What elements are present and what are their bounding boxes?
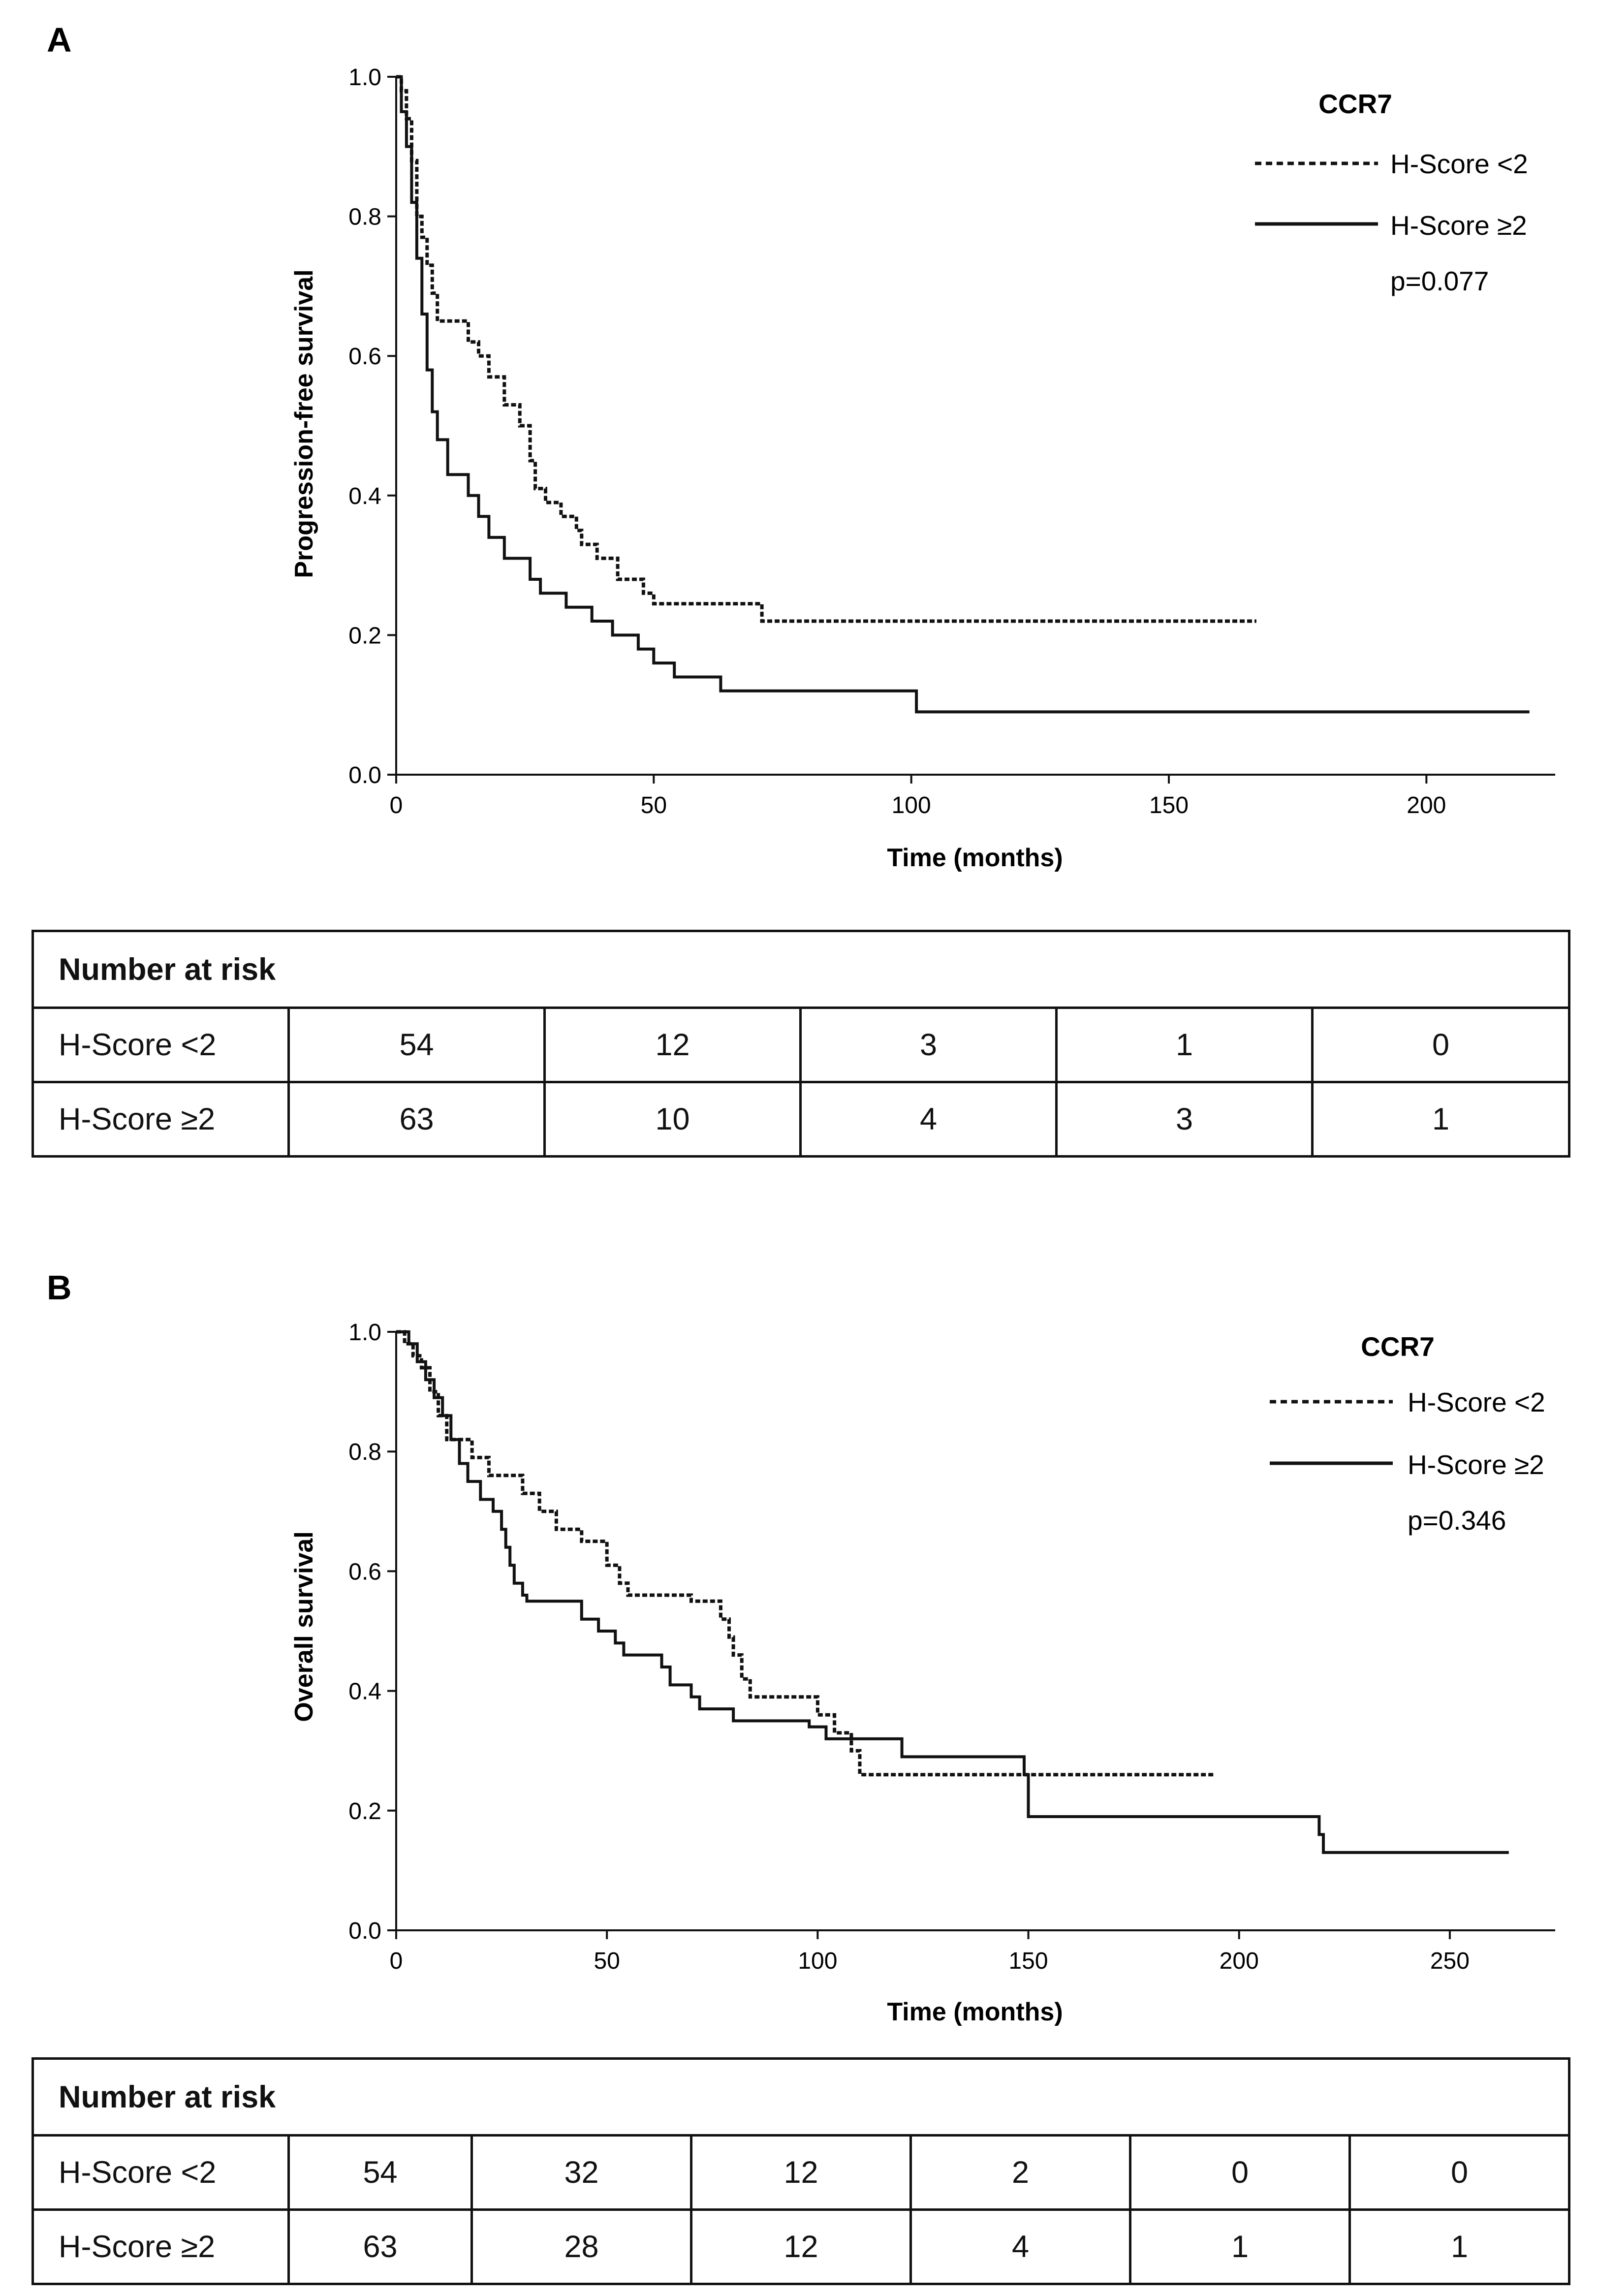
panel-a-y-tick-label: 0.6 [348,344,381,370]
risk-cell: 1 [1055,1006,1314,1083]
risk-cell: 4 [909,2208,1131,2285]
panel-a-curve-hscore-lt2 [396,75,1256,623]
panel-b-ylabel: Overall survival [290,1531,318,1722]
panel-a-y-tick-label: 0.0 [348,762,381,788]
risk-cell: 12 [543,1006,802,1083]
panel-a-risk-table: Number at risk H-Score <2 54 12 3 1 0 H-… [31,930,1571,1158]
panel-b-curve-hscore-lt2 [396,1330,1214,1777]
risk-cell: 0 [1348,2134,1571,2211]
risk-cell: 10 [543,1081,802,1158]
risk-cell: 3 [799,1006,1058,1083]
risk-cell: 54 [287,1006,546,1083]
panel-a-legend-title: CCR7 [1318,89,1392,119]
panel-b-legend: CCR7 H-Score <2 H-Score ≥2 p=0.346 [1270,1331,1545,1536]
panel-a-x-tick-label: 100 [892,792,931,818]
panel-b-y-tick-label: 0.2 [348,1798,381,1824]
panel-a-chart: A 0.0 0.2 0.4 0.6 0.8 1.0 0 50 100 150 200 Progres… [47,21,1555,872]
panel-b-risk-header-row: Number at risk [31,2057,1571,2137]
panel-b-curve-hscore-ge2 [396,1330,1509,1854]
panel-a-legend-label-ge2: H-Score ≥2 [1390,210,1527,241]
panel-a-risk-header-row: Number at risk [31,930,1571,1009]
risk-group-label: H-Score ≥2 [31,2208,290,2285]
risk-cell: 1 [1348,2208,1571,2285]
panel-b-label: B [47,1268,72,1307]
risk-cell: 1 [1311,1081,1571,1158]
panel-a-y-tick-label: 0.4 [348,483,381,509]
panel-b-risk-header: Number at risk [31,2057,1571,2137]
panel-b-xlabel: Time (months) [887,1998,1063,2026]
panel-b-plot: 0.0 0.2 0.4 0.6 0.8 1.0 0 50 100 150 200 250 [348,1320,1555,1974]
panel-a-legend: CCR7 H-Score <2 H-Score ≥2 p=0.077 [1255,89,1528,296]
panel-a-y-tick-label: 0.2 [348,623,381,649]
table-row: H-Score ≥2 63 10 4 3 1 [31,1081,1571,1158]
risk-cell: 0 [1311,1006,1571,1083]
panel-a-curve-hscore-ge2 [396,75,1530,714]
panel-b-x-tick-label: 100 [798,1948,837,1974]
panel-a-x-tick-label: 150 [1149,792,1189,818]
panel-a-legend-label-lt2: H-Score <2 [1390,149,1528,179]
panel-b-pvalue: p=0.346 [1408,1505,1506,1536]
risk-group-label: H-Score ≥2 [31,1081,290,1158]
panel-b-x-tick-label: 250 [1430,1948,1470,1974]
risk-cell: 12 [690,2134,912,2211]
panel-b-y-tick-label: 0.4 [348,1679,381,1705]
risk-cell: 0 [1129,2134,1351,2211]
panel-b-x-tick-label: 150 [1008,1948,1048,1974]
risk-cell: 63 [287,2208,473,2285]
risk-cell: 12 [690,2208,912,2285]
panel-a-y-tick-label: 1.0 [348,64,381,91]
panel-b-chart: B 0.0 0.2 0.4 0.6 0.8 1.0 0 50 100 150 200 250 Over… [47,1268,1555,2026]
panel-b-x-tick-label: 50 [594,1948,620,1974]
risk-cell: 32 [470,2134,692,2211]
panel-a-x-tick-label: 0 [390,792,403,818]
panel-a-xlabel: Time (months) [887,844,1063,872]
panel-b-legend-label-ge2: H-Score ≥2 [1408,1449,1544,1480]
risk-cell: 1 [1129,2208,1351,2285]
risk-group-label: H-Score <2 [31,2134,290,2211]
risk-cell: 54 [287,2134,473,2211]
panel-b-legend-title: CCR7 [1361,1331,1435,1362]
panel-a-y-tick-label: 0.8 [348,204,381,230]
panel-b-legend-label-lt2: H-Score <2 [1408,1387,1545,1417]
panel-a-x-tick-label: 200 [1407,792,1446,818]
risk-cell: 2 [909,2134,1131,2211]
panel-b-y-tick-label: 0.0 [348,1918,381,1944]
panel-b-y-tick-label: 0.6 [348,1559,381,1585]
panel-a-ylabel: Progression-free survival [290,269,318,578]
risk-cell: 28 [470,2208,692,2285]
table-row: H-Score <2 54 12 3 1 0 [31,1006,1571,1083]
panel-b-y-tick-label: 1.0 [348,1320,381,1346]
panel-a-label: A [47,21,72,59]
panel-a-pvalue: p=0.077 [1390,266,1489,296]
risk-cell: 4 [799,1081,1058,1158]
risk-cell: 63 [287,1081,546,1158]
panel-b-x-tick-label: 0 [390,1948,403,1974]
panel-b-x-tick-label: 200 [1220,1948,1259,1974]
table-row: H-Score <2 54 32 12 2 0 0 [31,2134,1571,2211]
panel-a-risk-header: Number at risk [31,930,1571,1009]
risk-cell: 3 [1055,1081,1314,1158]
table-row: H-Score ≥2 63 28 12 4 1 1 [31,2208,1571,2285]
panel-b-risk-table: Number at risk H-Score <2 54 32 12 2 0 0… [31,2057,1571,2285]
panel-a-x-tick-label: 50 [641,792,667,818]
risk-group-label: H-Score <2 [31,1006,290,1083]
panel-b-y-tick-label: 0.8 [348,1439,381,1465]
panel-a-plot: 0.0 0.2 0.4 0.6 0.8 1.0 0 50 100 150 200 [348,64,1555,818]
